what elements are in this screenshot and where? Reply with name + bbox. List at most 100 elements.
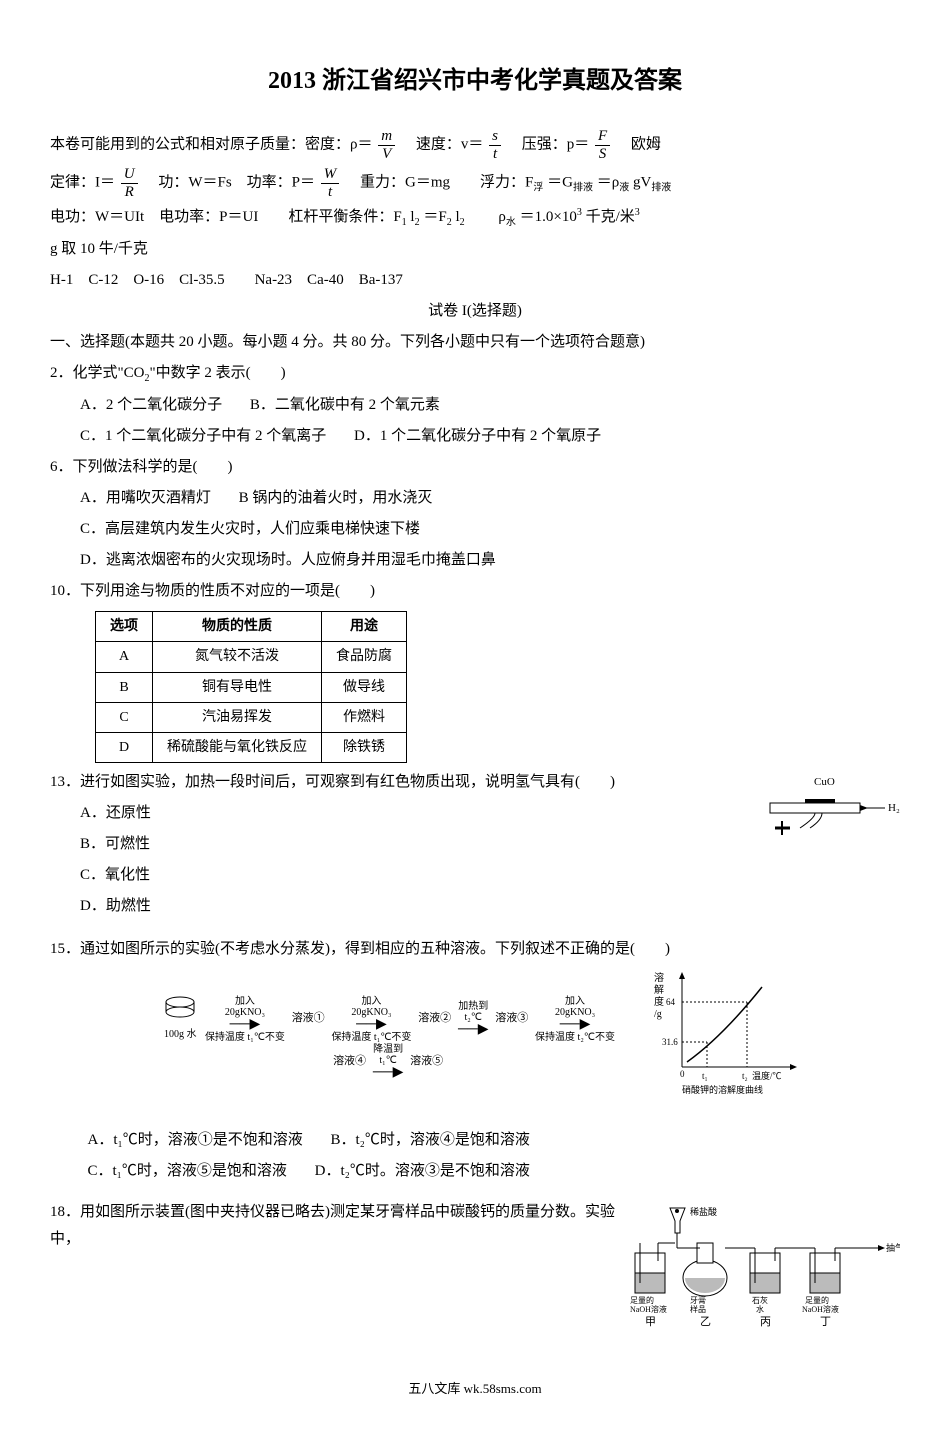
arrow4: 加入 20gKNO₃ ──▶ 保持温度 t₂℃不变 <box>535 996 615 1043</box>
q6-C: C．高层建筑内发生火灾时，人们应乘电梯快速下楼 <box>80 516 900 543</box>
text: 欧姆 <box>616 137 661 153</box>
cell: 作燃料 <box>322 702 407 732</box>
sub: 排液 <box>573 183 593 194</box>
q10-table: 选项 物质的性质 用途 A氮气较不活泼食品防腐 B铜有导电性做导线 C汽油易挥发… <box>95 611 407 763</box>
cell: D <box>96 732 153 762</box>
sol3: 溶液③ <box>495 1009 528 1029</box>
arrow2: 加入 20gKNO₃ ──▶ 保持温度 t₁℃不变 <box>331 996 411 1043</box>
q15-C: C．t₁℃时，溶液⑤是饱和溶液 <box>88 1163 287 1179</box>
text: ＝ρ <box>597 175 620 191</box>
text: 功：W＝Fs 功率：P＝ <box>143 175 315 191</box>
arrow3: 加热到 t₂℃ ──▶ <box>458 1001 489 1037</box>
text: 千克/米 <box>586 209 635 225</box>
svg-text:水: 水 <box>756 1304 764 1314</box>
svg-text:样品: 样品 <box>690 1304 706 1314</box>
q6-row1: A．用嘴吹灭酒精灯 B 锅内的油着火时，用水浇灭 <box>80 485 900 512</box>
text: ρ <box>468 209 506 225</box>
q2-options-row2: C．1 个二氧化碳分子中有 2 个氧离子 D．1 个二氧化碳分子中有 2 个氧原… <box>80 423 900 450</box>
q15-stem: 15．通过如图所示的实验(不考虑水分蒸发)，得到相应的五种溶液。下列叙述不正确的… <box>50 936 900 963</box>
frac-rho: mV <box>378 128 395 162</box>
svg-text:丙: 丙 <box>760 1316 771 1328</box>
text: 速度：v＝ <box>401 137 484 153</box>
svg-text:足量的: 足量的 <box>630 1295 654 1305</box>
preamble-line-5: H-1 C-12 O-16 Cl-35.5 Na-23 Ca-40 Ba-137 <box>50 267 900 294</box>
q10-h2: 物质的性质 <box>153 612 322 642</box>
svg-text:温度/℃: 温度/℃ <box>752 1070 782 1081</box>
sol4: 溶液④ <box>333 1052 366 1072</box>
cell: B <box>96 672 153 702</box>
text: 本卷可能用到的公式和相对原子质量：密度：ρ＝ <box>50 137 373 153</box>
text: ＝G <box>547 175 573 191</box>
sub: 2 <box>415 217 420 228</box>
frac-p: FS <box>595 128 610 162</box>
text: 定律：I＝ <box>50 175 115 191</box>
label-cuo: CuO <box>814 776 835 788</box>
q6-A: A．用嘴吹灭酒精灯 <box>80 490 211 506</box>
q15-B: B．t₂℃时，溶液④是饱和溶液 <box>330 1132 529 1148</box>
frac-i: UR <box>121 166 138 200</box>
arrow5: 降温到 t₁℃ ──▶ <box>373 1044 404 1080</box>
q2-stem: 2．化学式"CO2"中数字 2 表示( ) <box>50 360 900 388</box>
q15-chart: 溶 解 度 /g 31.6 64 0 t₁ t₂ 温度/℃ 硝酸钾的溶解度曲线 <box>652 967 802 1107</box>
cell: A <box>96 642 153 672</box>
svg-text:31.6: 31.6 <box>662 1037 678 1047</box>
preamble-line-1: 本卷可能用到的公式和相对原子质量：密度：ρ＝ mV 速度：v＝ st 压强：p＝… <box>50 128 900 162</box>
page-title: 2013 浙江省绍兴市中考化学真题及答案 <box>50 60 900 103</box>
text: ＝F <box>423 209 446 225</box>
q15-flow: 100g 水 加入 20gKNO₃ ──▶ 保持温度 t₁℃不变 溶液① 加入 … <box>148 994 628 1080</box>
sub: 1 <box>402 217 407 228</box>
section-title: 试卷 I(选择题) <box>50 298 900 325</box>
chart-caption: 硝酸钾的溶解度曲线 <box>682 1084 763 1095</box>
q2-A: A．2 个二氧化碳分子 <box>80 397 222 413</box>
q15-D: D．t₂℃时。溶液③是不饱和溶液 <box>315 1163 530 1179</box>
frac-P: Wt <box>321 166 340 200</box>
svg-text:乙: 乙 <box>700 1315 711 1328</box>
svg-text:0: 0 <box>680 1069 685 1079</box>
q10-h1: 选项 <box>96 612 153 642</box>
q2-options-row1: A．2 个二氧化碳分子 B．二氧化碳中有 2 个氧元素 <box>80 392 900 419</box>
sol1: 溶液① <box>292 1009 325 1029</box>
cell: 稀硫酸能与氧化铁反应 <box>153 732 322 762</box>
svg-text:石灰: 石灰 <box>752 1295 768 1305</box>
text: ＝1.0×10 <box>520 209 577 225</box>
svg-text:牙膏: 牙膏 <box>690 1295 706 1305</box>
svg-text:足量的: 足量的 <box>805 1295 829 1305</box>
sub: 浮 <box>533 183 543 194</box>
sol5: 溶液⑤ <box>410 1052 443 1072</box>
q13-D: D．助燃性 <box>80 893 900 920</box>
svg-text:稀盐酸: 稀盐酸 <box>690 1206 717 1217</box>
q13-C: C．氧化性 <box>80 862 900 889</box>
q13-figure: CuO H₂ <box>760 773 900 853</box>
page-footer: 五八文库 wk.58sms.com <box>50 1377 900 1400</box>
cell: 汽油易挥发 <box>153 702 322 732</box>
q10-stem: 10．下列用途与物质的性质不对应的一项是( ) <box>50 578 900 605</box>
preamble-line-2: 定律：I＝ UR 功：W＝Fs 功率：P＝ Wt 重力：G＝mg 浮力：F浮 ＝… <box>50 166 900 200</box>
frac-v: st <box>489 128 501 162</box>
q2-C: C．1 个二氧化碳分子中有 2 个氧离子 <box>80 428 326 444</box>
preamble-line-4: g 取 10 牛/千克 <box>50 236 900 263</box>
svg-text:NaOH溶液: NaOH溶液 <box>630 1304 667 1314</box>
q10-h3: 用途 <box>322 612 407 642</box>
flow-start: 100g 水 <box>162 994 198 1044</box>
q2-B: B．二氧化碳中有 2 个氧元素 <box>250 397 440 413</box>
q6-D: D．逃离浓烟密布的火灾现场时。人应俯身并用湿毛巾掩盖口鼻 <box>80 547 900 574</box>
svg-text:解: 解 <box>654 983 664 996</box>
q18-figure: 稀盐酸 足量的 NaOH溶液 甲 牙膏 样品 乙 石灰 <box>630 1203 900 1343</box>
svg-text:NaOH溶液: NaOH溶液 <box>802 1304 839 1314</box>
q15-row2: C．t₁℃时，溶液⑤是饱和溶液 D．t₂℃时。溶液③是不饱和溶液 <box>88 1158 901 1185</box>
sol2: 溶液② <box>418 1009 451 1029</box>
q15-row1: A．t₁℃时，溶液①是不饱和溶液 B．t₂℃时，溶液④是饱和溶液 <box>88 1127 901 1154</box>
svg-text:甲: 甲 <box>645 1316 656 1328</box>
text: 重力：G＝mg 浮力：F <box>345 175 533 191</box>
q2-D: D．1 个二氧化碳分子中有 2 个氧原子 <box>354 428 601 444</box>
sub: 2 <box>447 217 452 228</box>
text: 电功：W＝UIt 电功率：P＝UI 杠杆平衡条件：F <box>50 209 402 225</box>
svg-text:t₂: t₂ <box>742 1071 748 1081</box>
sub: 排液 <box>651 183 671 194</box>
label-h2: H₂ <box>888 802 900 814</box>
section-subtitle: 一、选择题(本题共 20 小题。每小题 4 分。共 80 分。下列各小题中只有一… <box>50 329 900 356</box>
sup: 3 <box>635 207 640 218</box>
q15-A: A．t₁℃时，溶液①是不饱和溶液 <box>88 1132 303 1148</box>
preamble-line-3: 电功：W＝UIt 电功率：P＝UI 杠杆平衡条件：F1 l2 ＝F2 l2 ρ水… <box>50 204 900 232</box>
cell: C <box>96 702 153 732</box>
